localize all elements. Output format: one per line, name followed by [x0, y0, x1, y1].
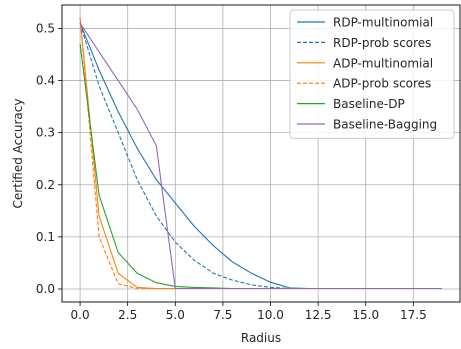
y-tick-label: 0.2: [36, 178, 55, 192]
x-tick-label: 15.0: [352, 308, 379, 322]
legend-label: Baseline-Bagging: [333, 118, 437, 132]
legend: RDP-multinomial RDP-prob scores ADP-multin…: [289, 9, 455, 139]
series-line-6: [79, 22, 442, 290]
legend-box: [289, 9, 455, 139]
legend-label: ADP-prob scores: [333, 77, 431, 91]
legend-label: ADP-multinomial: [333, 56, 433, 70]
x-tick-label: 10.0: [257, 308, 284, 322]
y-tick-label: 0.0: [36, 282, 55, 296]
plot-frame: [61, 4, 461, 303]
y-tick-label: 0.1: [36, 230, 55, 244]
legend-label: RDP-prob scores: [333, 36, 431, 50]
x-tick-label: 12.5: [305, 308, 332, 322]
x-axis-label: Radius: [241, 331, 281, 345]
y-axis-label: Certified Accuracy: [11, 99, 25, 209]
legend-label: Baseline-DP: [333, 97, 405, 111]
y-tick-label: 0.3: [36, 126, 55, 140]
y-tick-label: 0.5: [36, 21, 55, 35]
x-tick-label: 7.5: [213, 308, 232, 322]
y-tick-label: 0.4: [36, 74, 55, 88]
legend-label: RDP-multinomial: [333, 16, 433, 30]
x-tick-label: 5.0: [166, 308, 185, 322]
x-tick-label: 0.0: [71, 308, 90, 322]
x-tick-label: 17.5: [400, 308, 427, 322]
series-layer: [79, 17, 442, 290]
x-tick-label: 2.5: [118, 308, 137, 322]
axis-ticks: 0.0 2.5 5.0 7.5 10.0 12.5 15.0 17.5 0.0 0.1 0.2 0.3…: [36, 21, 427, 322]
